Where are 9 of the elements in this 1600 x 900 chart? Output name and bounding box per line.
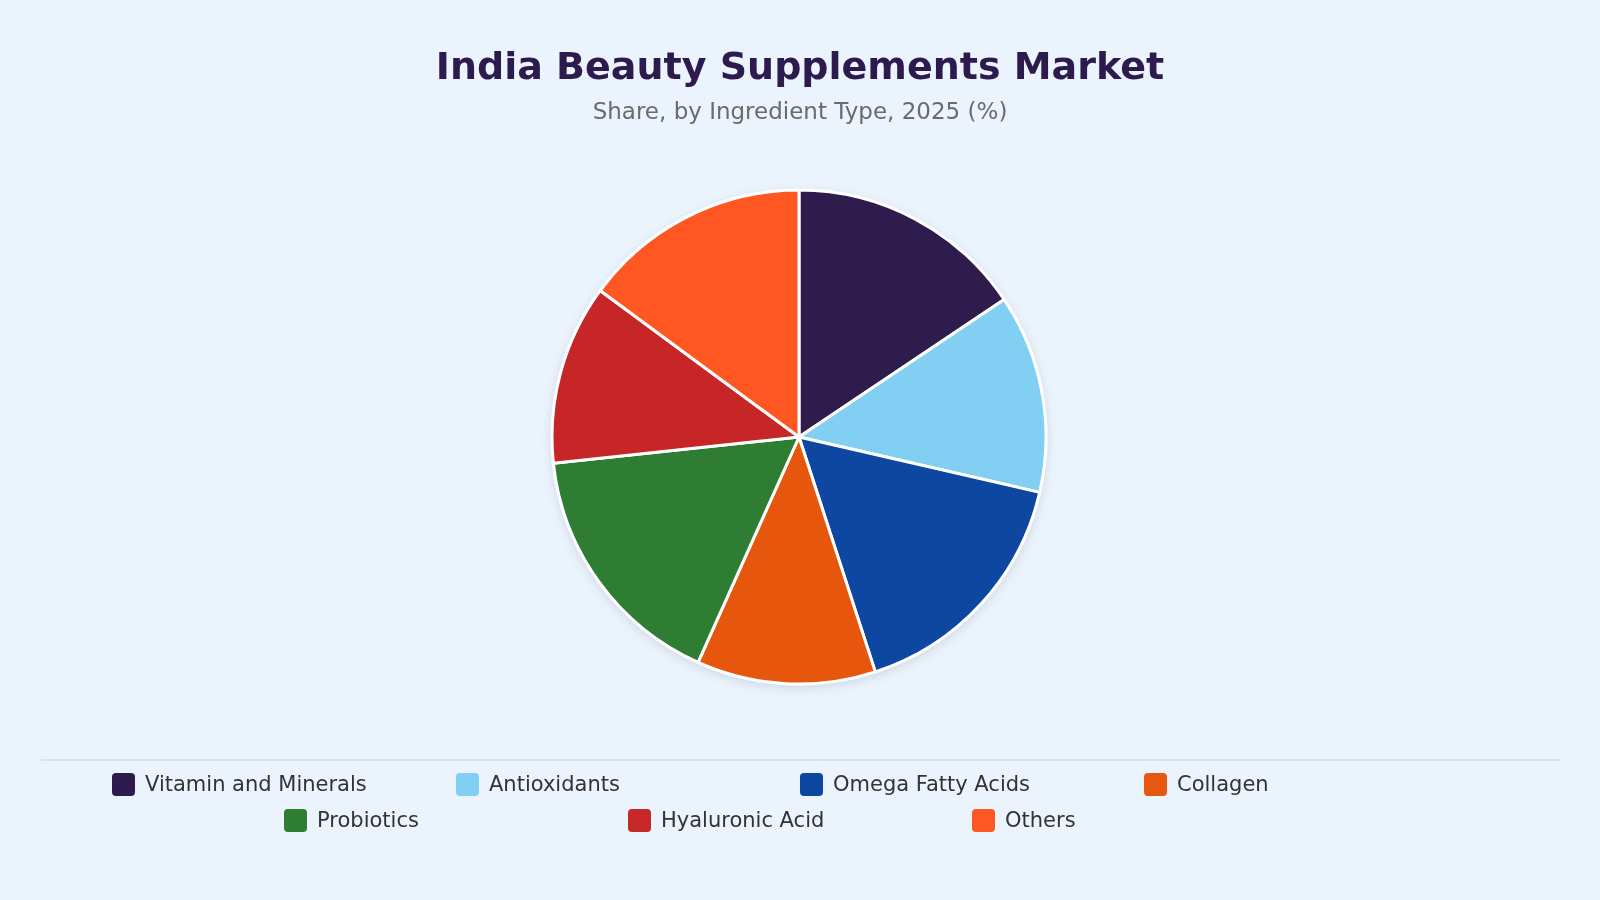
chart-title: India Beauty Supplements Market — [435, 44, 1165, 88]
chart-subtitle: Share, by Ingredient Type, 2025 (%) — [592, 98, 1008, 124]
legend-label: Omega Fatty Acids — [833, 772, 1031, 796]
legend-label: Vitamin and Minerals — [145, 772, 367, 796]
legend-label: Collagen — [1177, 772, 1269, 796]
legend-label: Antioxidants — [489, 772, 620, 796]
legend-label: Hyaluronic Acid — [661, 808, 825, 832]
legend-label: Probiotics — [317, 808, 419, 832]
legend-label: Others — [1005, 808, 1076, 832]
